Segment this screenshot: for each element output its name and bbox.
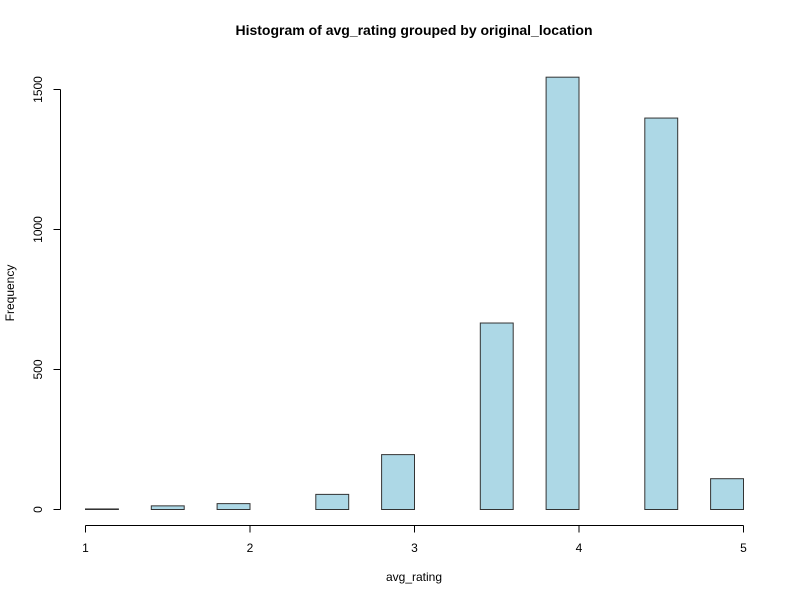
histogram-bar <box>381 454 416 510</box>
x-tick-label: 1 <box>82 541 89 555</box>
chart-title: Histogram of avg_rating grouped by origi… <box>235 22 592 38</box>
histogram-bar <box>710 478 744 511</box>
y-tick-label: 1500 <box>31 76 45 103</box>
histogram-bar <box>216 503 251 510</box>
y-tick-label: 500 <box>31 359 45 379</box>
x-tick-label: 5 <box>740 541 747 555</box>
y-tick-label: 1000 <box>31 216 45 243</box>
x-axis-ticks: 1 2 3 4 5 <box>82 525 747 555</box>
x-tick-label: 2 <box>247 541 254 555</box>
histogram-bar <box>150 505 185 510</box>
histogram-bar <box>644 117 679 510</box>
x-tick-label: 3 <box>411 541 418 555</box>
x-tick-label: 4 <box>576 541 583 555</box>
histogram-bar <box>85 508 119 511</box>
y-tick-label: 0 <box>31 506 45 513</box>
bars-group <box>85 76 744 511</box>
x-axis-label: avg_rating <box>386 570 442 584</box>
y-axis-ticks: 0 500 1000 1500 <box>31 76 61 513</box>
y-axis-label: Frequency <box>3 265 17 322</box>
histogram-bar <box>479 322 514 510</box>
histogram-bar <box>545 76 580 511</box>
histogram-bar <box>315 493 350 511</box>
